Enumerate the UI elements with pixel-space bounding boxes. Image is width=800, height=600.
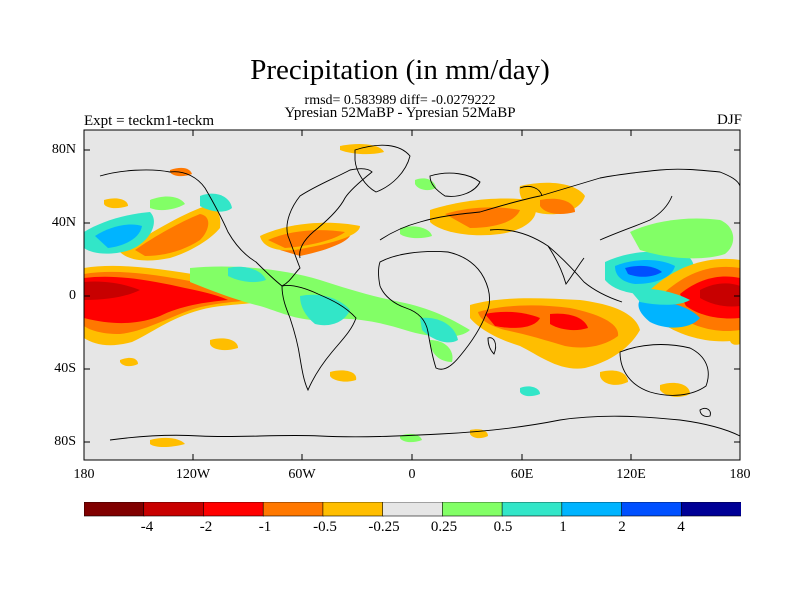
colorbar-label: -0.25: [368, 519, 400, 535]
lon-tick-label: 180: [73, 467, 95, 482]
coastline: [378, 251, 491, 370]
colorbar-label: 2: [618, 519, 626, 535]
axis-ticks: [84, 130, 740, 460]
lon-tick-label: 60W: [288, 467, 316, 482]
anomaly-region: [430, 340, 453, 362]
colorbar-label: -4: [140, 519, 154, 535]
colorbar: [84, 502, 741, 517]
coastline: [489, 229, 623, 303]
anomaly-region: [104, 198, 128, 209]
anomaly-region: [630, 218, 734, 259]
colorbar-label: 1: [559, 519, 567, 535]
colorbar-swatch: [262, 502, 324, 517]
anomaly-region: [135, 214, 209, 256]
anomaly-region: [540, 198, 575, 214]
anomaly-region: [400, 433, 422, 443]
coastline: [547, 245, 585, 285]
anomaly-region: [200, 193, 232, 212]
coastline: [281, 285, 357, 392]
colorbar-swatch: [143, 502, 205, 517]
colorbar-label: 0.25: [430, 519, 458, 535]
colorbar-swatch: [84, 502, 145, 517]
map-title: Precipitation (in mm/day): [250, 54, 550, 86]
anomaly-region: [150, 437, 185, 447]
colorbar-swatch: [680, 502, 741, 517]
anomaly-region: [660, 382, 690, 397]
coastline: [109, 415, 740, 441]
coastline: [379, 168, 740, 241]
colorbar-label: -0.5: [313, 519, 337, 535]
colorbar-label: 4: [677, 519, 685, 535]
anomaly-region: [84, 281, 140, 300]
anomaly-region: [520, 386, 540, 397]
lon-tick-label: 180: [729, 467, 751, 482]
anomaly-region: [600, 370, 628, 385]
anomaly-region: [730, 337, 740, 345]
coastline: [619, 344, 709, 396]
anomaly-region: [630, 288, 690, 305]
map-subtitle: Ypresian 52MaBP - Ypresian 52MaBP: [284, 105, 516, 121]
coastline: [99, 168, 373, 287]
coastline: [519, 185, 543, 197]
anomaly-fields: [84, 144, 740, 447]
lon-tick-label: 60E: [510, 467, 534, 482]
coastline: [429, 172, 481, 197]
anomaly-region: [300, 294, 350, 326]
colorbar-label: -2: [199, 519, 213, 535]
anomaly-region: [210, 338, 238, 351]
lon-tick-label: 120W: [175, 467, 211, 482]
lat-tick-label: 80N: [51, 142, 76, 157]
colorbar-swatch: [561, 502, 623, 517]
anomaly-region: [550, 313, 588, 331]
anomaly-region: [400, 226, 432, 239]
anomaly-region: [700, 283, 740, 307]
colorbar-swatch: [322, 502, 384, 517]
colorbar-swatch: [203, 502, 264, 517]
anomaly-region: [340, 144, 384, 155]
lon-tick-label: 120E: [616, 467, 646, 482]
colorbar-label: -1: [258, 519, 272, 535]
coastline: [354, 144, 411, 193]
anomaly-region: [625, 265, 662, 277]
lon-tick-label: 0: [408, 467, 416, 482]
anomaly-region: [330, 370, 357, 382]
coastline: [599, 195, 673, 241]
anomaly-region: [445, 207, 520, 228]
anomaly-region: [420, 317, 458, 343]
anomaly-region: [120, 357, 138, 367]
lat-tick-label: 80S: [54, 434, 76, 449]
anomaly-region: [150, 196, 185, 211]
anomaly-region: [638, 299, 700, 328]
anomaly-region: [485, 311, 540, 328]
colorbar-swatch: [382, 502, 444, 517]
lat-tick-label: 0: [69, 288, 76, 303]
anomaly-region: [228, 266, 266, 283]
colorbar-swatch: [621, 502, 683, 517]
coastline: [487, 337, 497, 355]
lat-tick-label: 40S: [54, 361, 76, 376]
lat-tick-label: 40N: [51, 215, 76, 230]
colorbar-swatch: [442, 502, 503, 517]
coastline: [699, 407, 711, 417]
season-label: DJF: [716, 112, 742, 128]
stats-text: rmsd= 0.583989 diff= -0.0279222: [304, 93, 496, 108]
colorbar-label: 0.5: [493, 519, 513, 535]
coastlines: [99, 144, 740, 441]
colorbar-swatch: [501, 502, 563, 517]
experiment-label: Expt = teckm1-teckm: [84, 113, 215, 129]
anomaly-region: [95, 224, 142, 248]
